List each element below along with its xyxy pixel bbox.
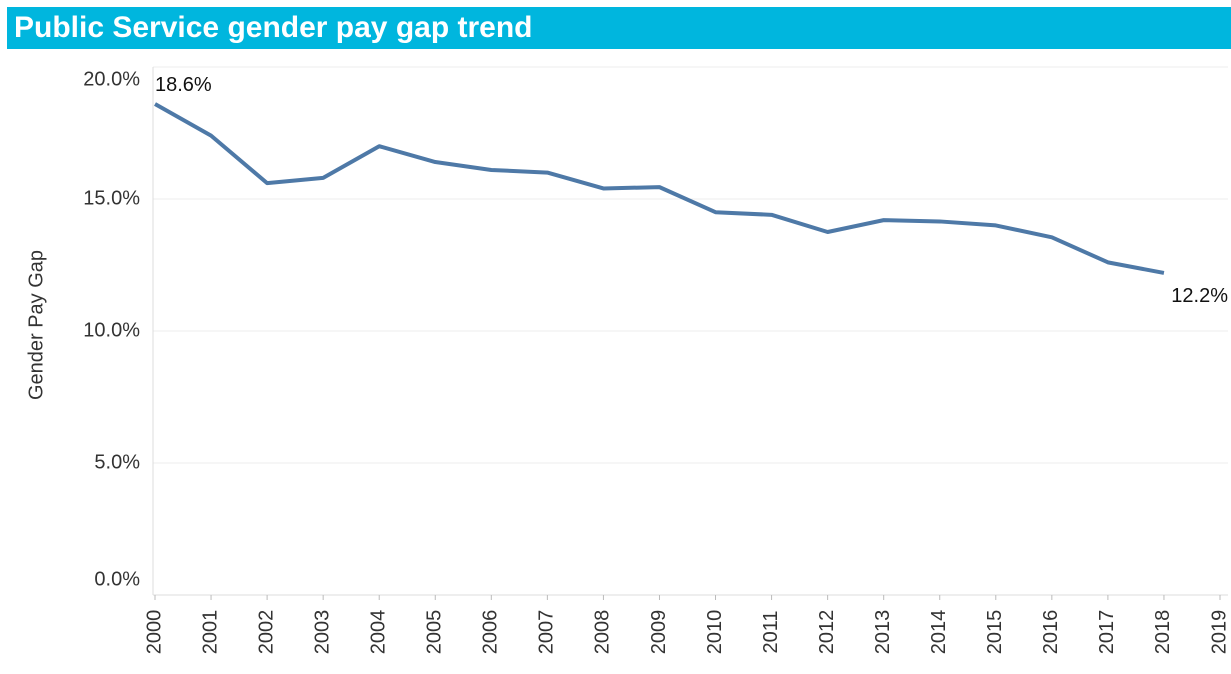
x-tick-label: 2000 <box>143 610 165 655</box>
x-tick-label: 2016 <box>1040 610 1062 655</box>
y-tick-label: 15.0% <box>83 187 140 209</box>
y-axis-label: Gender Pay Gap <box>25 250 47 400</box>
x-tick-label: 2017 <box>1096 610 1118 655</box>
y-tick-label: 20.0% <box>83 68 140 90</box>
annotation: 18.6% <box>155 74 212 96</box>
x-tick-label: 2018 <box>1152 610 1174 655</box>
y-tick-label: 0.0% <box>94 568 140 590</box>
y-tick-label: 5.0% <box>94 451 140 473</box>
x-tick-label: 2001 <box>199 610 221 655</box>
x-tick-label: 2006 <box>480 610 502 655</box>
chart-title: Public Service gender pay gap trend <box>14 11 533 44</box>
annotation: 12.2% <box>1171 285 1228 307</box>
x-tick-label: 2005 <box>424 610 446 655</box>
x-tick-label: 2003 <box>311 610 333 655</box>
x-tick-label: 2015 <box>984 610 1006 655</box>
data-line <box>154 102 1165 275</box>
x-tick-label: 2002 <box>255 610 277 655</box>
x-tick-label: 2008 <box>592 610 614 655</box>
x-tick-label: 2012 <box>816 610 838 655</box>
x-tick-label: 2013 <box>872 610 894 655</box>
x-tick-label: 2019 <box>1208 610 1230 655</box>
x-tick-label: 2009 <box>648 610 670 655</box>
x-tick-label: 2004 <box>367 610 389 655</box>
title-bar <box>7 7 1231 49</box>
x-tick-label: 2014 <box>928 610 950 655</box>
x-tick-label: 2011 <box>760 610 782 653</box>
x-tick-label: 2007 <box>536 610 558 655</box>
x-tick-label: 2010 <box>704 610 726 655</box>
y-tick-label: 10.0% <box>83 319 140 341</box>
